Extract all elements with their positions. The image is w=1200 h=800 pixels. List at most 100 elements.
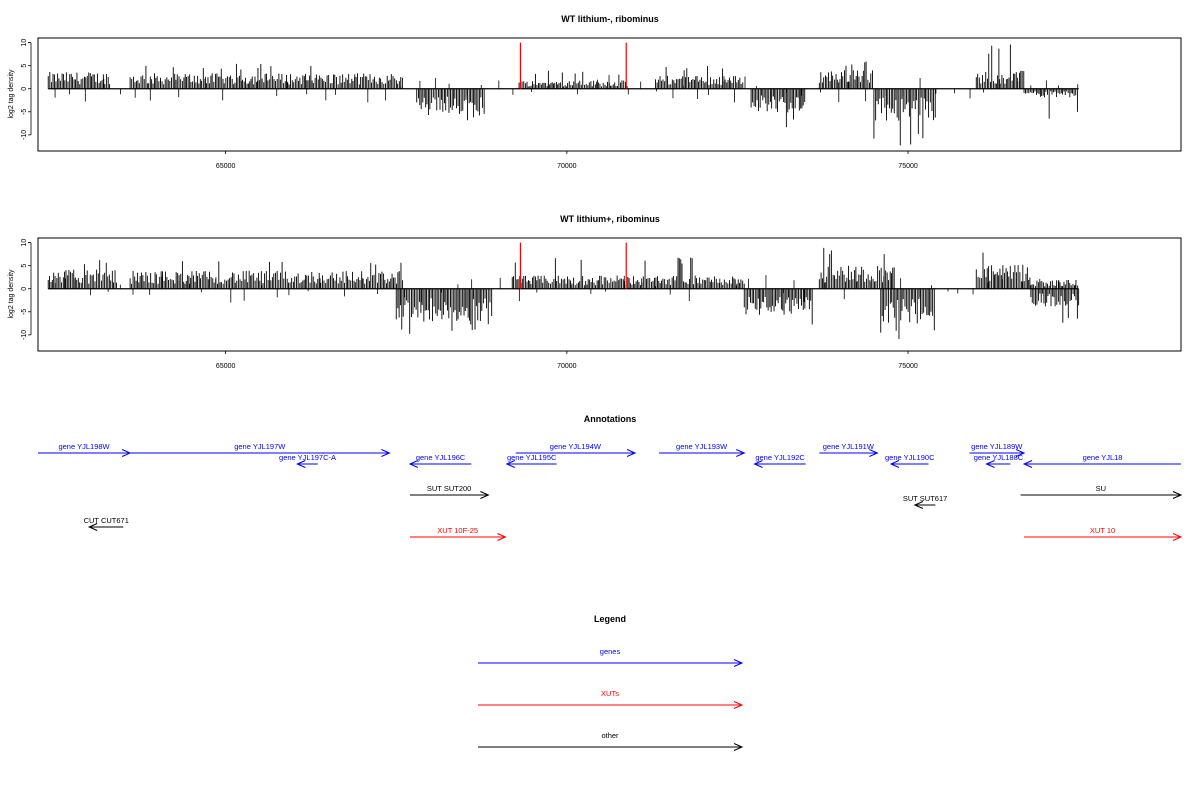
arrow-head bbox=[985, 460, 995, 468]
annotation-feature: gene YJL196C bbox=[408, 453, 472, 468]
arrow-head bbox=[497, 533, 507, 541]
feature-label: gene YJL196C bbox=[416, 453, 466, 462]
arrow-head bbox=[913, 501, 924, 509]
density-bars bbox=[47, 44, 1079, 146]
annotation-feature: gene YJL197C-A bbox=[279, 453, 336, 468]
annotation-feature: gene YJL193W bbox=[658, 442, 746, 457]
feature-label: CUT CUT671 bbox=[84, 516, 129, 525]
x-tick-label: 75000 bbox=[898, 363, 918, 370]
plot-frame bbox=[37, 37, 1182, 152]
annotation-feature: gene YJL189W bbox=[969, 442, 1026, 457]
x-tick-label: 70000 bbox=[557, 163, 577, 170]
feature-label: XUT 10F-25 bbox=[437, 526, 478, 535]
annotations-track: Annotations gene YJL198W gene YJL197Wgene… bbox=[38, 414, 1183, 541]
annotation-feature: XUT 10 bbox=[1024, 526, 1183, 541]
legend-item: other bbox=[478, 731, 744, 751]
arrow-head bbox=[1172, 491, 1183, 499]
feature-label: gene YJL195C bbox=[507, 453, 557, 462]
arrow-head bbox=[733, 701, 744, 709]
annotation-feature: gene YJL18 bbox=[1022, 453, 1181, 468]
annotation-feature: CUT CUT671 bbox=[84, 516, 129, 531]
annotation-feature: SUT SUT200 bbox=[409, 484, 490, 499]
legend: Legend genes XUTs other bbox=[478, 614, 744, 751]
highlight-marks bbox=[519, 242, 627, 289]
y-axis: 10 5 0 -5 -10 bbox=[21, 239, 32, 340]
arrow-head bbox=[296, 460, 306, 468]
panel-lithium-plus: WT lithium+, ribominus 10 5 0 -5 -10 65000 70… bbox=[8, 214, 1182, 370]
x-axis: 65000 70000 75000 bbox=[216, 151, 918, 170]
y-tick-label: 0 bbox=[21, 287, 28, 291]
annotation-feature: gene YJL198W bbox=[38, 442, 132, 457]
legend-label: genes bbox=[600, 647, 621, 656]
feature-label: XUT 10 bbox=[1090, 526, 1115, 535]
arrow-head bbox=[733, 743, 744, 751]
annotation-feature: gene YJL197W bbox=[130, 442, 391, 457]
legend-item: XUTs bbox=[478, 689, 744, 709]
arrow-head bbox=[480, 491, 490, 499]
annotation-feature: gene YJL191W bbox=[819, 442, 879, 457]
density-bars bbox=[47, 247, 1080, 339]
panel-title: WT lithium+, ribominus bbox=[560, 214, 660, 224]
x-axis: 65000 70000 75000 bbox=[216, 351, 918, 370]
y-tick-label: 5 bbox=[21, 264, 28, 268]
highlight-marks bbox=[519, 42, 627, 89]
annotation-feature: SU bbox=[1020, 484, 1183, 499]
x-tick-label: 75000 bbox=[898, 163, 918, 170]
panel-lithium-minus: WT lithium-, ribominus 10 5 0 -5 -10 65000 70… bbox=[8, 14, 1182, 170]
feature-label: gene YJL190C bbox=[885, 453, 935, 462]
annotations-title: Annotations bbox=[584, 414, 637, 424]
feature-label: gene YJL188C bbox=[974, 453, 1024, 462]
x-tick-label: 70000 bbox=[557, 363, 577, 370]
y-axis-label: log2 tag density bbox=[8, 269, 15, 319]
feature-label: gene YJL198W bbox=[58, 442, 110, 451]
y-tick-label: 10 bbox=[21, 239, 28, 247]
arrow-head bbox=[736, 449, 746, 457]
feature-label: gene YJL194W bbox=[550, 442, 602, 451]
arrow-head bbox=[408, 460, 419, 468]
arrow-head bbox=[889, 460, 900, 468]
y-tick-label: -10 bbox=[21, 330, 28, 340]
feature-label: SUT SUT617 bbox=[903, 494, 947, 503]
arrow-head bbox=[753, 460, 763, 468]
y-tick-label: 5 bbox=[21, 64, 28, 68]
feature-label: gene YJL192C bbox=[755, 453, 805, 462]
arrow-head bbox=[1172, 533, 1183, 541]
feature-label: SU bbox=[1096, 484, 1106, 493]
panel-title: WT lithium-, ribominus bbox=[561, 14, 659, 24]
arrow-head bbox=[1015, 449, 1026, 457]
legend-item: genes bbox=[478, 647, 744, 667]
legend-label: XUTs bbox=[601, 689, 619, 698]
feature-label: gene YJL197C-A bbox=[279, 453, 336, 462]
feature-label: gene YJL189W bbox=[971, 442, 1023, 451]
feature-label: SUT SUT200 bbox=[427, 484, 471, 493]
legend-items: genes XUTs other bbox=[478, 647, 744, 751]
x-tick-label: 65000 bbox=[216, 363, 236, 370]
y-tick-label: -5 bbox=[21, 309, 28, 315]
legend-title: Legend bbox=[594, 614, 626, 624]
arrow-head bbox=[1022, 460, 1033, 468]
annotation-feature: gene YJL190C bbox=[885, 453, 935, 468]
feature-label: gene YJL193W bbox=[676, 442, 728, 451]
annotation-feature: gene YJL194W bbox=[515, 442, 637, 457]
y-tick-label: 0 bbox=[21, 87, 28, 91]
arrow-head bbox=[869, 449, 879, 457]
arrow-head bbox=[733, 659, 744, 667]
annotation-feature: gene YJL195C bbox=[505, 453, 557, 468]
y-tick-label: -5 bbox=[21, 109, 28, 115]
annotation-features: gene YJL198W gene YJL197W gene YJL197C-A ge… bbox=[38, 442, 1183, 541]
annotation-feature: SUT SUT617 bbox=[903, 494, 947, 509]
annotation-feature: gene YJL188C bbox=[974, 453, 1024, 468]
arrow-head bbox=[626, 449, 637, 457]
arrow-head bbox=[381, 449, 391, 457]
feature-label: gene YJL191W bbox=[823, 442, 875, 451]
arrow-head bbox=[505, 460, 516, 468]
y-axis-label: log2 tag density bbox=[8, 69, 15, 119]
feature-label: gene YJL18 bbox=[1083, 453, 1123, 462]
y-axis: 10 5 0 -5 -10 bbox=[21, 39, 32, 140]
x-tick-label: 65000 bbox=[216, 163, 236, 170]
feature-label: gene YJL197W bbox=[234, 442, 286, 451]
arrow-head bbox=[87, 523, 98, 531]
y-tick-label: 10 bbox=[21, 39, 28, 47]
plot-frame bbox=[37, 237, 1182, 352]
y-tick-label: -10 bbox=[21, 130, 28, 140]
